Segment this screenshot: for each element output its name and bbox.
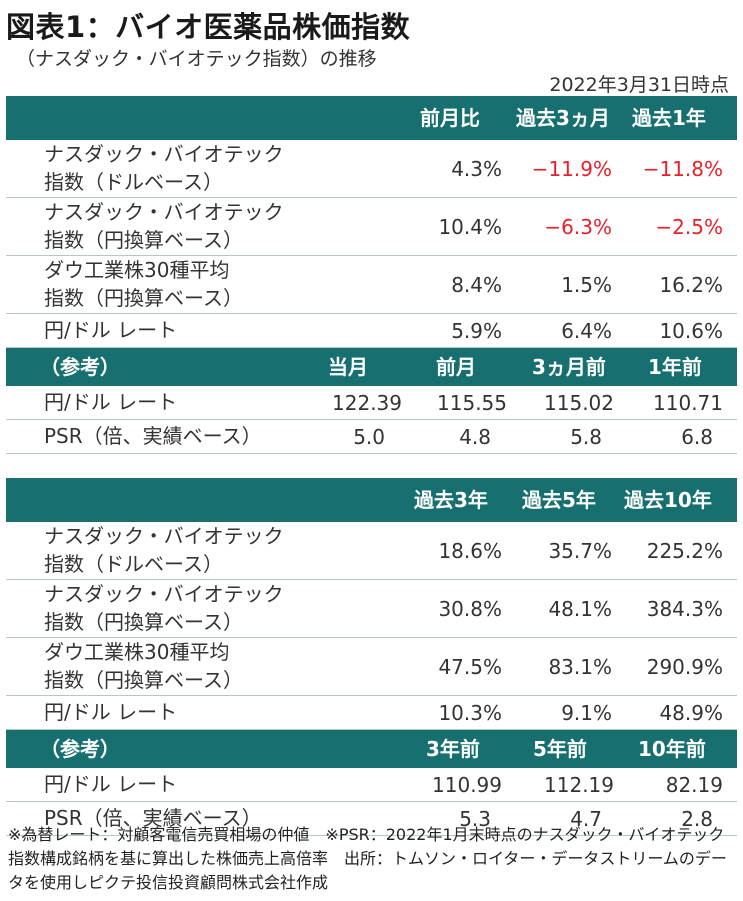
cell-value: 48.1% <box>548 596 612 621</box>
row-label: 円/ドル レート <box>44 318 178 342</box>
reference-header: （参考） 3年前 5年前 10年前 <box>6 730 737 768</box>
as-of-date: 2022年3月31日時点 <box>549 74 729 96</box>
cell-value: 290.9% <box>646 654 723 679</box>
cell-value: 47.5% <box>438 654 502 679</box>
table-header: 過去3年 過去5年 過去10年 <box>6 478 737 522</box>
col-header: 過去3ヵ月 <box>516 106 610 130</box>
table-row: ナスダック・バイオテック 指数（円換算ベース） 10.4% −6.3% −2.5… <box>6 198 737 256</box>
cell-value: 112.19 <box>544 772 614 797</box>
col-header: （参考） <box>40 355 120 379</box>
cell-value: 4.7 <box>570 806 602 831</box>
cell-value: 6.8 <box>681 424 713 449</box>
col-header: 過去5年 <box>522 488 596 512</box>
cell-value: 4.3% <box>451 156 502 181</box>
table-row: PSR（倍、実績ベース） 5.3 4.7 2.8 <box>6 802 737 836</box>
cell-value: −6.3% <box>544 214 612 239</box>
row-label: PSR（倍、実績ベース） <box>44 424 262 448</box>
col-header: （参考） <box>40 737 120 761</box>
row-label: 指数（ドルベース） <box>44 552 223 576</box>
col-header: 過去3年 <box>414 488 488 512</box>
cell-value: −2.5% <box>655 214 723 239</box>
table-row: ダウ工業株30種平均 指数（円換算ベース） 47.5% 83.1% 290.9% <box>6 638 737 696</box>
table-row: 円/ドル レート 10.3% 9.1% 48.9% <box>6 696 737 730</box>
cell-value: 35.7% <box>548 538 612 563</box>
cell-value: 30.8% <box>438 596 502 621</box>
cell-value: 5.9% <box>451 318 502 343</box>
row-label: ナスダック・バイオテック <box>44 200 284 224</box>
cell-value: 10.4% <box>438 214 502 239</box>
table-row: PSR（倍、実績ベース） 5.0 4.8 5.8 6.8 <box>6 420 737 454</box>
reference-header: （参考） 当月 前月 3ヵ月前 1年前 <box>6 348 737 386</box>
table-short-term: 前月比 過去3ヵ月 過去1年 ナスダック・バイオテック 指数（ドルベース） 4.… <box>6 96 737 454</box>
row-label: 指数（円換算ベース） <box>44 610 243 634</box>
cell-value: 384.3% <box>646 596 723 621</box>
cell-value: 10.6% <box>659 318 723 343</box>
row-label: 指数（円換算ベース） <box>44 286 243 310</box>
table-row: 円/ドル レート 122.39 115.55 115.02 110.71 <box>6 386 737 420</box>
col-header: 前月 <box>436 355 476 379</box>
row-label: 指数（円換算ベース） <box>44 668 243 692</box>
cell-value: 115.02 <box>544 390 614 415</box>
table-row: 円/ドル レート 5.9% 6.4% 10.6% <box>6 314 737 348</box>
cell-value: 16.2% <box>659 272 723 297</box>
row-label: PSR（倍、実績ベース） <box>44 806 262 830</box>
cell-value: 6.4% <box>561 318 612 343</box>
row-label: 円/ドル レート <box>44 390 178 414</box>
row-label: ナスダック・バイオテック <box>44 582 284 606</box>
table-row: ダウ工業株30種平均 指数（円換算ベース） 8.4% 1.5% 16.2% <box>6 256 737 314</box>
cell-value: 110.71 <box>653 390 723 415</box>
cell-value: 110.99 <box>432 772 502 797</box>
cell-value: 2.8 <box>681 806 713 831</box>
cell-value: 115.55 <box>437 390 507 415</box>
row-label: ダウ工業株30種平均 <box>44 640 230 664</box>
col-header: 3ヵ月前 <box>532 355 606 379</box>
col-header: 5年前 <box>533 737 587 761</box>
col-header: 10年前 <box>638 737 706 761</box>
row-label: 指数（円換算ベース） <box>44 228 243 252</box>
footnote: ※為替レート：対顧客電信売買相場の仲値 ※PSR：2022年1月末時点のナスダッ… <box>8 825 727 892</box>
col-header: 当月 <box>328 355 368 379</box>
table-row: ナスダック・バイオテック 指数（ドルベース） 4.3% −11.9% −11.8… <box>6 140 737 198</box>
table-row: 円/ドル レート 110.99 112.19 82.19 <box>6 768 737 802</box>
cell-value: 5.3 <box>459 806 491 831</box>
cell-value: 83.1% <box>548 654 612 679</box>
cell-value: 5.0 <box>353 424 385 449</box>
table-row: ナスダック・バイオテック 指数（ドルベース） 18.6% 35.7% 225.2… <box>6 522 737 580</box>
col-header: 前月比 <box>420 106 480 130</box>
chart-subtitle: （ナスダック・バイオテック指数）の推移 <box>16 48 377 70</box>
row-label: 円/ドル レート <box>44 772 178 796</box>
cell-value: −11.8% <box>642 156 723 181</box>
cell-value: 225.2% <box>646 538 723 563</box>
cell-value: 82.19 <box>665 772 723 797</box>
cell-value: 18.6% <box>438 538 502 563</box>
cell-value: 10.3% <box>438 700 502 725</box>
row-label: 指数（ドルベース） <box>44 170 223 194</box>
cell-value: 9.1% <box>561 700 612 725</box>
table-row: ナスダック・バイオテック 指数（円換算ベース） 30.8% 48.1% 384.… <box>6 580 737 638</box>
col-header: 過去10年 <box>624 488 712 512</box>
cell-value: 4.8 <box>459 424 491 449</box>
cell-value: 48.9% <box>659 700 723 725</box>
row-label: ダウ工業株30種平均 <box>44 258 230 282</box>
row-label: 円/ドル レート <box>44 700 178 724</box>
col-header: 3年前 <box>426 737 480 761</box>
table-header: 前月比 過去3ヵ月 過去1年 <box>6 96 737 140</box>
col-header: 1年前 <box>648 355 702 379</box>
cell-value: 8.4% <box>451 272 502 297</box>
cell-value: 5.8 <box>570 424 602 449</box>
row-label: ナスダック・バイオテック <box>44 524 284 548</box>
cell-value: 122.39 <box>332 390 402 415</box>
cell-value: −11.9% <box>531 156 612 181</box>
col-header: 過去1年 <box>632 106 706 130</box>
chart-title: 図表1：バイオ医薬品株価指数 <box>6 10 411 44</box>
row-label: ナスダック・バイオテック <box>44 142 284 166</box>
table-long-term: 過去3年 過去5年 過去10年 ナスダック・バイオテック 指数（ドルベース） 1… <box>6 478 737 836</box>
cell-value: 1.5% <box>561 272 612 297</box>
